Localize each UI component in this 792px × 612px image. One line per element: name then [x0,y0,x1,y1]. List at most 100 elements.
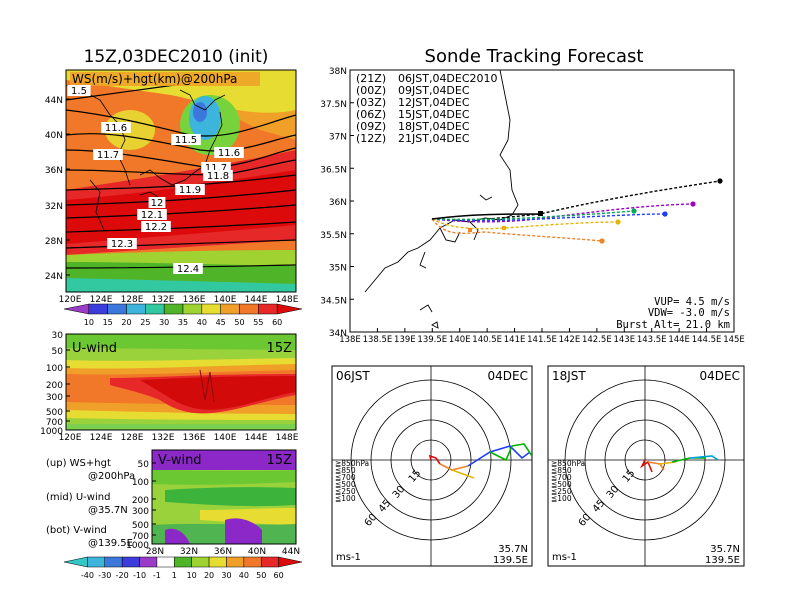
hodograph-level-label: ≦500 [551,480,572,489]
hodograph-trace [467,445,531,467]
hodograph-trace [639,459,653,473]
map-panel-title: 15Z,03DEC2010 (init) [84,47,269,67]
legend-mid-line1: (mid) U-wind [46,492,110,503]
v-wind-y-tick-label: 50 [138,460,150,470]
contour-label: 12 [148,197,166,209]
track-legend-utc: (03Z) [356,96,386,109]
hodograph-trace [689,455,719,461]
map-y-tick-label: 40N [45,131,63,141]
u-wind-x-tick-label: 148E [276,433,299,443]
contour-label: 11.9 [175,184,205,196]
u-wind-x-tick-label: 124E [90,433,113,443]
tracking-title: Sonde Tracking Forecast [425,46,644,67]
contour-label-text: 11.6 [218,148,240,159]
hodograph-level-label: ≦700 [335,473,356,482]
tracking-y-tick-label: 37N [329,133,347,143]
ws-colorbar-swatch [88,303,108,315]
wind-colorbar-label: 1 [172,571,177,580]
wind-colorbar-swatch [243,556,262,568]
wind-colorbar-swatch [226,556,245,568]
tracking-x-tick-label: 140.5E [472,335,502,345]
contour-label-text: 11.7 [205,163,227,174]
map-y-ticks: 44N 40N 36N 32N 28N 24N [45,96,70,282]
u-wind-y-tick-label: 50 [52,347,64,357]
u-wind-y-tick-label: 700 [46,418,63,428]
wind-colorbar-label: 40 [239,571,249,580]
tracking-x-tick-label: 138.5E [363,335,393,345]
track-endpoint [599,238,605,244]
wind-colorbar-label: 10 [187,571,197,580]
hodograph-level-label: ≦250 [335,487,356,496]
u-wind-x-tick-label: 132E [152,433,175,443]
track-burst-marker [468,228,472,232]
ws-colorbar-swatch [163,303,184,315]
ws-colorbar-swatch [145,303,165,315]
v-wind-label: V-wind [158,453,202,468]
contour-label: 12.4 [173,263,203,275]
tracking-x-tick-label: 140E [449,335,471,345]
hodograph-unit: ms-1 [552,552,577,563]
track-burst-marker [538,211,543,216]
tracking-x-ticks: 138E 138.5E 139E 139.5E 140E 140.5E 141E 141.5E… [339,328,745,345]
hodograph-lat: 35.7N [498,544,528,555]
track-endpoint [615,219,621,225]
wind-colorbar: -40 -30 -20 -10 -1 1 10 20 30 40 50 60 [63,556,303,580]
track-legend-utc: (12Z) [356,132,386,145]
track-burst-marker [502,226,506,230]
ws-colorbar-label: 15 [103,318,113,327]
ws-colorbar-swatch [107,303,127,315]
param-vdw: VDW= -3.0 m/s [648,307,730,319]
legend-bot-line1: (bot) V-wind [46,525,107,536]
track-legend-jst: 06JST,04DEC2010 [398,72,498,85]
u-wind-label: U-wind [72,341,117,356]
map-x-tick-label: 124E [90,295,113,305]
map-x-tick-label: 136E [183,295,206,305]
hodograph-lon: 139.5E [493,555,528,566]
v-wind-x-tick-label: 28N [146,547,164,557]
tracking-x-tick-label: 139E [394,335,416,345]
u-wind-x-tick-label: 144E [245,433,268,443]
contour-label: 11.6 [214,147,244,159]
map-y-tick-label: 28N [45,237,63,247]
map-x-tick-label: 128E [121,295,144,305]
tracking-x-tick-label: 143.5E [637,335,667,345]
contour-label-text: 12.1 [141,210,163,221]
tracking-y-tick-label: 35N [329,264,347,274]
contour-label: 11.7 [93,149,123,161]
tracking-x-tick-label: 141.5E [527,335,557,345]
contour-labels: 1.511.611.511.7 11.611.711.811.91212.112.… [67,85,244,275]
track-line [431,213,666,222]
contour-label: 11.5 [171,134,201,146]
hodograph-time: 18JST [552,369,586,383]
tracking-frame [349,69,735,333]
panel-legend: (up) WS+hgt @200hPa (mid) U-wind @35.7N … [46,458,135,549]
hodograph-lat: 35.7N [710,544,740,555]
ws-colorbar-swatch [201,303,221,315]
track-legend-jst: 21JST,04DEC [398,132,470,145]
contour-label: 12.3 [107,238,137,250]
track-lines [431,178,723,244]
map-x-tick-label: 144E [245,295,268,305]
u-wind-frame [65,333,297,431]
v-wind-time: 15Z [267,453,293,468]
wind-colorbar-swatch [191,556,210,568]
wind-colorbar-swatch [104,556,123,568]
hodograph-date: 04DEC [700,369,740,383]
u-wind-y-tick-label: 500 [46,408,63,418]
v-wind-x-tick-label: 40N [248,547,266,557]
u-wind-y-tick-label: 200 [46,381,63,391]
tracking-y-tick-label: 36N [329,198,347,208]
u-wind-y-tick-label: 300 [46,393,63,403]
tracking-x-tick-label: 138E [339,335,361,345]
track-endpoint [690,201,696,207]
ws-colorbar-label: 35 [178,318,188,327]
track-endpoint [631,208,637,214]
contour-label-text: 11.8 [207,171,229,182]
map-y-tick-label: 44N [45,96,63,106]
tracking-params: VUP= 4.5 m/s VDW= -3.0 m/s Burst Alt= 21… [616,296,730,331]
ws-colorbar-label: 55 [253,318,263,327]
u-wind-x-tick-label: 128E [121,433,144,443]
wind-colorbar-label: 60 [274,571,284,580]
